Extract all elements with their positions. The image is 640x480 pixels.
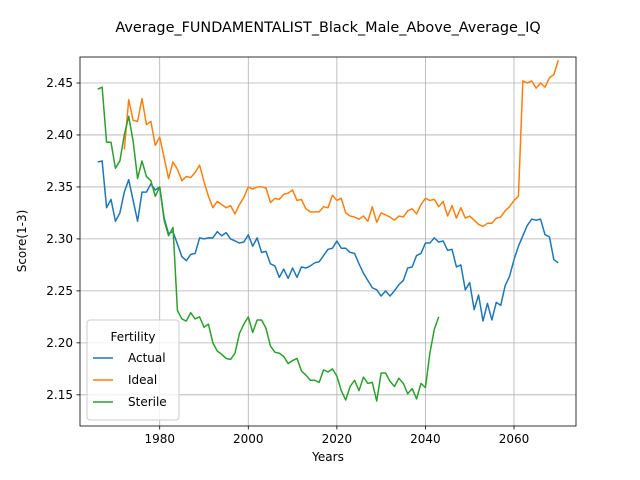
legend-title: Fertility <box>110 330 155 344</box>
x-tick-label: 2060 <box>499 432 530 446</box>
legend-label-ideal: Ideal <box>128 373 157 387</box>
x-tick-label: 2000 <box>233 432 264 446</box>
legend: Fertility Actual Ideal Sterile <box>86 319 180 421</box>
y-tick-label: 2.25 <box>46 284 73 298</box>
x-tick-label: 2020 <box>322 432 353 446</box>
x-tick-label: 1980 <box>144 432 175 446</box>
y-tick-label: 2.35 <box>46 180 73 194</box>
series-lines <box>97 59 560 402</box>
y-axis-label: Score(1-3) <box>15 210 29 273</box>
series-line-actual <box>97 160 559 322</box>
x-tick-label: 2040 <box>410 432 441 446</box>
y-tick-label: 2.20 <box>46 336 73 350</box>
axis-ticks: 1980 2000 2020 2040 2060 2.15 2.20 2.25 2.30 2.35… <box>46 76 529 446</box>
x-axis-label: Years <box>311 450 344 464</box>
y-tick-label: 2.30 <box>46 232 73 246</box>
series-line-ideal <box>123 59 560 228</box>
series-line-sterile <box>97 86 440 402</box>
legend-box <box>86 319 180 421</box>
y-tick-label: 2.45 <box>46 76 73 90</box>
chart-title: Average_FUNDAMENTALIST_Black_Male_Above_… <box>115 20 540 36</box>
legend-label-sterile: Sterile <box>128 395 167 409</box>
legend-label-actual: Actual <box>128 351 166 365</box>
y-tick-label: 2.40 <box>46 128 73 142</box>
plot-frame <box>79 56 577 427</box>
y-tick-label: 2.15 <box>46 388 73 402</box>
